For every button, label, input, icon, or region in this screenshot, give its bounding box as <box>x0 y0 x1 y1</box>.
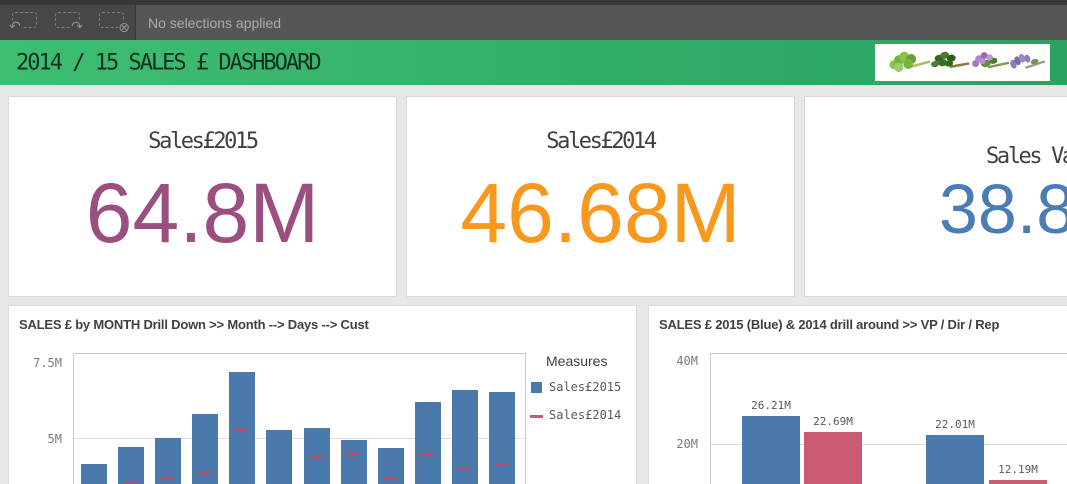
y-tick-20m: 20M <box>676 437 698 451</box>
legend-item-sales-2015[interactable]: Sales£2015 <box>530 380 636 396</box>
y-axis-line <box>73 353 74 484</box>
bar-sales2015-month-6[interactable] <box>266 429 293 484</box>
bar-sales2015-month-11[interactable] <box>451 390 478 484</box>
step-back-selection-button[interactable]: ↶ <box>9 12 37 34</box>
thyme-sprig <box>931 51 970 68</box>
plot-top-border <box>73 353 525 354</box>
bar-sales2015-month-3[interactable] <box>155 438 182 484</box>
legend-item-sales-2014[interactable]: Sales£2014 <box>530 408 636 424</box>
bar-sales2014-group-1[interactable] <box>804 431 862 484</box>
y-tick-7-5m: 7.5M <box>33 356 62 370</box>
y-tick-5m: 5M <box>47 432 62 446</box>
tick-sales2014-month-8[interactable] <box>345 453 360 455</box>
kpi-title: Sales£2014 <box>546 129 657 154</box>
tick-sales2014-month-10[interactable] <box>419 453 434 455</box>
plot-right-border <box>525 353 526 484</box>
clear-selections-button[interactable]: ⊗ <box>99 12 130 35</box>
clear-circle-x-icon: ⊗ <box>118 20 130 36</box>
bar-sales2015-month-2[interactable] <box>118 446 145 484</box>
bar-sales2015-month-10[interactable] <box>414 402 441 484</box>
month-sales-chart: SALES £ by MONTH Drill Down >> Month -->… <box>8 305 637 484</box>
parsley-sprig <box>889 51 931 73</box>
tick-sales2014-month-3[interactable] <box>160 476 175 479</box>
bar-sales2015-month-7[interactable] <box>303 427 330 484</box>
dashboard-title: 2014 / 15 SALES £ DASHBOARD <box>16 50 322 75</box>
chart-title: SALES £ by MONTH Drill Down >> Month -->… <box>19 317 369 332</box>
bar-sales2015-group-1[interactable] <box>742 415 800 484</box>
legend-square-swatch <box>531 382 542 393</box>
tick-sales2014-month-5[interactable] <box>234 429 249 432</box>
bar-sales2015-group-2[interactable] <box>926 434 984 484</box>
tick-sales2014-month-4[interactable] <box>197 471 212 474</box>
kpi-card-sales-2014[interactable]: Sales£2014 46.68M <box>406 96 795 297</box>
bar-sales2015-month-1[interactable] <box>81 463 107 484</box>
kpi-value: 38.8 <box>939 170 1067 248</box>
selections-status-bar: No selections applied <box>135 5 1067 40</box>
bar-value-label: 22.69M <box>813 414 853 428</box>
y-axis-line <box>710 353 711 484</box>
kpi-title: Sales£2015 <box>148 129 259 154</box>
step-forward-selection-button[interactable]: ↷ <box>55 12 83 34</box>
undo-arrow-icon: ↶ <box>9 19 21 35</box>
window-top-strip <box>0 0 1067 5</box>
gridline-20m <box>711 444 1067 445</box>
tick-sales2014-month-12[interactable] <box>493 463 508 466</box>
kpi-card-sales-2015[interactable]: Sales£2015 64.8M <box>8 96 397 297</box>
legend-label: Sales£2015 <box>549 380 622 394</box>
lavender-sprig <box>1010 53 1046 69</box>
tick-sales2014-month-7[interactable] <box>308 456 323 459</box>
bar-value-label: 12.19M <box>998 462 1038 476</box>
y-tick-40m: 40M <box>676 354 698 368</box>
kpi-card-sales-variance[interactable]: Sales Va 38.8 <box>804 96 1067 297</box>
selections-toolbar: ↶ ↷ ⊗ No selections applied <box>0 0 1067 40</box>
dashboard-header: 2014 / 15 SALES £ DASHBOARD <box>0 40 1067 85</box>
legend-label: Sales£2014 <box>549 408 622 422</box>
chive-blossom-sprig <box>972 52 1010 69</box>
bar-value-label: 26.21M <box>751 398 791 412</box>
dashed-box <box>99 12 124 28</box>
redo-arrow-icon: ↷ <box>71 19 83 35</box>
tick-sales2014-month-11[interactable] <box>456 466 471 469</box>
bar-sales2015-month-12[interactable] <box>488 392 515 484</box>
plot-top-border <box>710 353 1067 354</box>
kpi-title: Sales Va <box>986 144 1067 169</box>
kpi-value: 64.8M <box>85 166 320 260</box>
chart-title: SALES £ 2015 (Blue) & 2014 drill around … <box>659 317 1000 332</box>
bar-sales2014-group-2[interactable] <box>989 479 1047 484</box>
legend-title: Measures <box>546 353 608 369</box>
selections-status-text: No selections applied <box>148 14 282 31</box>
bar-sales2015-month-5[interactable] <box>229 371 256 484</box>
vp-dir-rep-chart: SALES £ 2015 (Blue) & 2014 drill around … <box>648 305 1067 484</box>
gridline-5m <box>74 438 525 439</box>
legend-dash-swatch <box>530 415 543 418</box>
bar-value-label: 22.01M <box>935 417 975 431</box>
bar-sales2015-month-8[interactable] <box>340 439 367 484</box>
kpi-value: 46.68M <box>460 166 741 260</box>
herbs-image <box>875 44 1050 81</box>
tick-sales2014-month-2[interactable] <box>123 481 138 484</box>
tick-sales2014-month-9[interactable] <box>382 476 397 479</box>
